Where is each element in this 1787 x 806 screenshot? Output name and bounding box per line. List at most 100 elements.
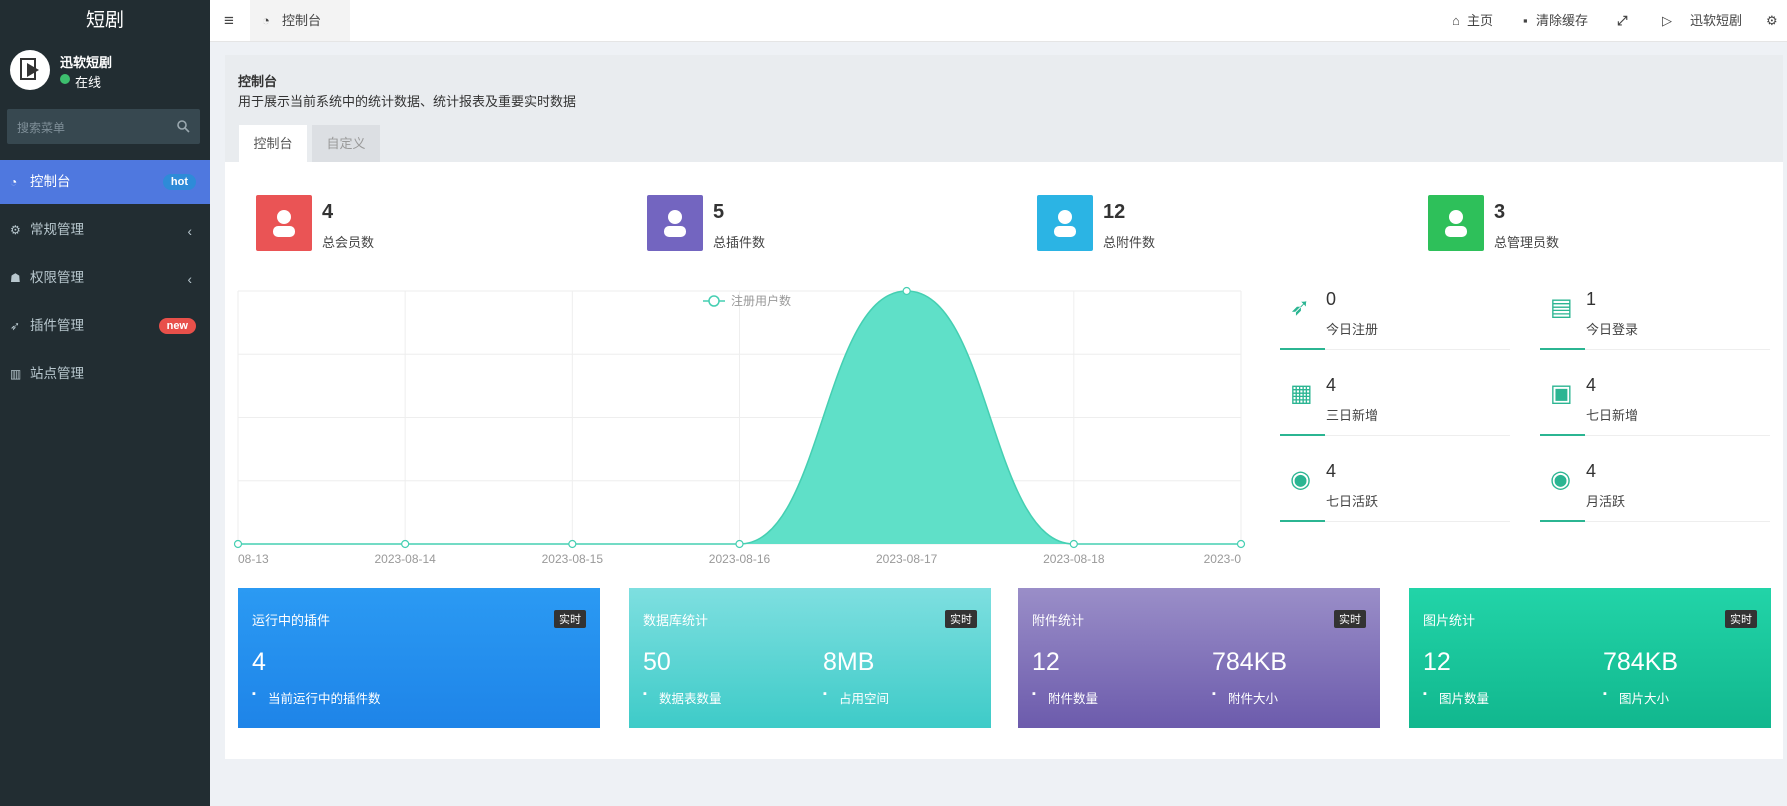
divider	[1540, 435, 1770, 436]
avatar	[10, 50, 50, 90]
stat-label: 总会员数	[322, 235, 375, 250]
point	[233, 539, 243, 549]
stat-value: 4	[322, 201, 334, 223]
menu-item[interactable]: ➶ 插件管理 new	[0, 304, 210, 348]
page-description: 用于展示当前系统中的统计数据、统计报表及重要实时数据	[238, 94, 577, 109]
fullscreen-button[interactable]: ⤢	[1617, 13, 1628, 28]
quick-icon: ➶	[1290, 294, 1311, 321]
quick-label: 七日新增	[1586, 408, 1639, 423]
user-link[interactable]: 迅软短剧	[1690, 13, 1743, 28]
logo[interactable]: 短剧	[0, 0, 210, 41]
panel-header: 控制台 用于展示当前系统中的统计数据、统计报表及重要实时数据 控制台 自定义	[225, 55, 1783, 162]
x-tick-label: 2023-08-16	[709, 552, 771, 566]
menu-item[interactable]: ☗ 权限管理 ‹	[0, 256, 210, 300]
card-value: 12	[1032, 648, 1060, 676]
card-label-icon: ▪	[1212, 688, 1216, 700]
card-label: 占用空间	[839, 692, 890, 706]
menu-toggle[interactable]: ≡	[224, 11, 234, 30]
menu-label: 站点管理	[30, 366, 84, 381]
stat-value: 12	[1103, 201, 1126, 223]
clear-icon: ▪	[1523, 13, 1528, 28]
menu-arrow: ‹	[187, 224, 193, 239]
menu-badge: hot	[162, 174, 196, 190]
stat-glyph	[273, 210, 295, 237]
x-tick-label: 2023-08-14	[374, 552, 436, 566]
card-title: 数据库统计	[643, 613, 709, 628]
divider-accent	[1280, 434, 1325, 436]
card-badge: 实时	[945, 610, 977, 628]
card-badge: 实时	[1334, 610, 1366, 628]
card-value: 784KB	[1212, 648, 1288, 676]
card-value: 4	[252, 648, 266, 676]
quick-value: 4	[1586, 461, 1597, 481]
stat-label: 总管理员数	[1494, 235, 1560, 250]
menu-label: 插件管理	[30, 318, 84, 333]
tab[interactable]: ◔ 控制台	[250, 0, 350, 41]
quick-icon: ◉	[1290, 466, 1311, 493]
quick-value: 4	[1326, 461, 1337, 481]
card-label-icon: ▪	[643, 688, 647, 700]
menu-icon: ◔	[10, 175, 18, 189]
settings-button[interactable]: ⚙	[1766, 13, 1778, 28]
search-placeholder: 搜索菜单	[17, 121, 66, 135]
menu-item[interactable]: ▥ 站点管理	[0, 352, 210, 396]
card-label: 图片大小	[1619, 692, 1670, 706]
point	[1236, 539, 1246, 549]
divider-accent	[1540, 520, 1585, 522]
user-name: 迅软短剧	[60, 55, 113, 70]
x-tick-label: 2023-08-17	[876, 552, 938, 566]
search-box[interactable]: 搜索菜单	[7, 109, 200, 144]
card-label: 附件数量	[1048, 692, 1099, 706]
tab-dashboard[interactable]: 控制台	[239, 125, 307, 162]
quick-label: 三日新增	[1326, 408, 1379, 423]
quick-label: 今日登录	[1586, 322, 1639, 337]
chart: 08-13 2023-08-14 2023-08-15 2023-08-16 2023-…	[233, 286, 1246, 566]
x-tick-label: 2023-0	[1204, 552, 1242, 566]
menu-label: 控制台	[30, 174, 71, 189]
card-title: 运行中的插件	[252, 613, 331, 628]
quick-value: 4	[1326, 375, 1337, 395]
divider-accent	[1540, 348, 1585, 350]
card-label-icon: ▪	[1423, 688, 1427, 700]
card-title: 图片统计	[1423, 613, 1476, 628]
tab-custom[interactable]: 自定义	[312, 125, 380, 162]
menu-arrow: ‹	[187, 272, 193, 287]
user-status: 在线	[75, 75, 102, 90]
divider	[1280, 435, 1510, 436]
stat-card: 图片统计 实时 12 图片数量 ▪ 784KB 图片大小 ▪	[1409, 588, 1771, 728]
home-link[interactable]: 主页	[1467, 13, 1494, 28]
divider	[1540, 349, 1770, 350]
point	[735, 539, 744, 549]
menu-item[interactable]: ⚙ 常规管理 ‹	[0, 208, 210, 252]
divider-accent	[1280, 348, 1325, 350]
stat-card: 附件统计 实时 12 附件数量 ▪ 784KB 附件大小 ▪	[1018, 588, 1380, 728]
card-label-icon: ▪	[252, 688, 256, 700]
clear-cache-link[interactable]: 清除缓存	[1536, 13, 1589, 28]
card-title: 附件统计	[1032, 613, 1085, 628]
quick-icon: ▦	[1290, 380, 1313, 407]
card-badge: 实时	[1725, 610, 1757, 628]
divider	[1280, 521, 1510, 522]
card-badge: 实时	[554, 610, 586, 628]
divider-accent	[1280, 520, 1325, 522]
menu-item[interactable]: ◔ 控制台 hot	[0, 160, 210, 204]
card-label-icon: ▪	[1603, 688, 1607, 700]
menu-icon: ➶	[10, 319, 21, 333]
quick-label: 七日活跃	[1326, 494, 1379, 509]
menu-icon: ▥	[10, 367, 22, 381]
stat-card: 运行中的插件 实时 4 当前运行中的插件数 ▪	[238, 588, 600, 728]
card-value: 8MB	[823, 648, 875, 676]
divider	[1280, 349, 1510, 350]
stat-icon	[1428, 195, 1484, 251]
card-value: 784KB	[1603, 648, 1679, 676]
menu-badge: new	[158, 318, 196, 334]
topbar: ≡ ◔ 控制台 ⌂ 主页 ▪ 清除缓存 ⤢ ▷ 迅软短剧 ⚙	[210, 0, 1787, 42]
search-icon	[177, 120, 190, 133]
point	[568, 539, 577, 549]
tab-label: 控制台	[282, 13, 322, 28]
stat-icon	[647, 195, 703, 251]
quick-icon: ▤	[1550, 294, 1573, 321]
legend-label: 注册用户数	[731, 293, 791, 308]
card-label-icon: ▪	[1032, 688, 1036, 700]
